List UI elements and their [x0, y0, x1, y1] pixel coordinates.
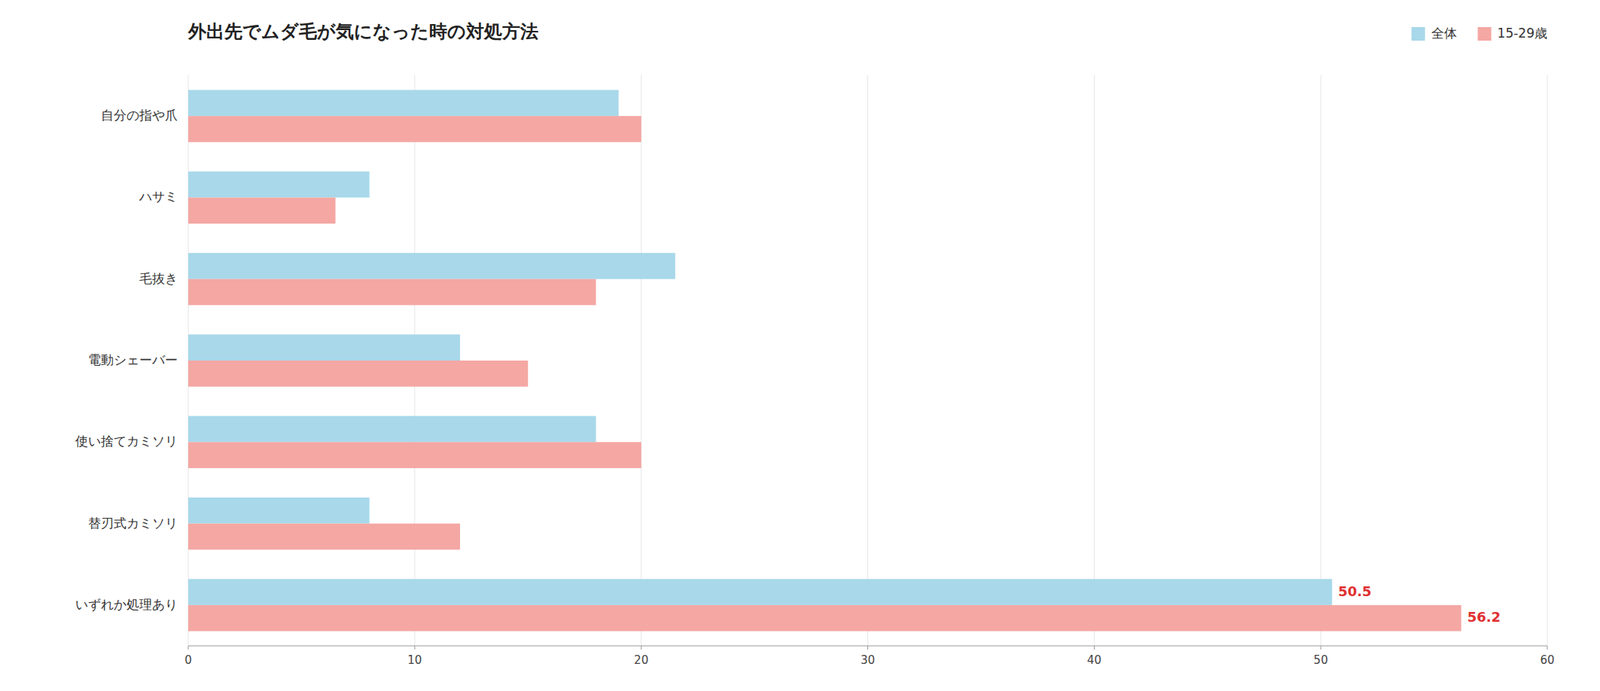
bar: [188, 416, 597, 443]
bar: [188, 115, 642, 143]
bar: [188, 497, 370, 525]
x-axis: 0 10 20 30 40 50 60: [184, 646, 1555, 668]
tick-label: 30: [860, 653, 875, 668]
bar: [188, 605, 1462, 632]
tick-label: 20: [633, 653, 649, 668]
data-labels: 50.5 56.2: [1337, 583, 1501, 626]
category-label: 電動シェーバー: [88, 352, 178, 368]
bar: [188, 279, 597, 306]
tick-mark: [414, 646, 415, 650]
category-label: いずれか処理あり: [75, 597, 178, 613]
grid: [188, 75, 1548, 647]
bar: [188, 360, 528, 388]
legend-item: 15-29歳: [1478, 25, 1548, 41]
legend-swatch: [1478, 27, 1492, 41]
grid-line: [867, 75, 869, 647]
bar: [188, 334, 461, 361]
tick-label: 60: [1539, 653, 1555, 668]
grid-line: [640, 75, 642, 647]
legend-label: 15-29歳: [1497, 25, 1548, 41]
category-label: 使い捨てカミソリ: [75, 433, 178, 449]
tick-mark: [1320, 646, 1322, 650]
tick-mark: [867, 646, 869, 650]
grid-line: [1320, 75, 1322, 647]
x-axis-line: [188, 646, 1548, 647]
category-label: 自分の指や爪: [100, 107, 178, 123]
legend-label: 全体: [1431, 25, 1457, 41]
tick-mark: [640, 646, 642, 650]
chart-svg: 0 10 20 30 40 50 60 自分の指や爪ハサミ毛抜き電動シェーバー使い捨てカミソリ…: [0, 0, 1600, 691]
bar: [188, 89, 619, 116]
tick-mark: [188, 646, 189, 650]
data-label: 56.2: [1467, 609, 1501, 625]
tick-mark: [1547, 646, 1549, 650]
bar: [188, 579, 1332, 606]
grid-line: [1547, 75, 1549, 647]
category-label: 替刃式カミソリ: [88, 515, 178, 531]
category-label: ハサミ: [138, 188, 178, 205]
tick-label: 50: [1313, 653, 1329, 668]
tick-label: 0: [184, 653, 192, 668]
chart-container: 0 10 20 30 40 50 60 自分の指や爪ハサミ毛抜き電動シェーバー使い捨てカミソリ…: [0, 0, 1600, 691]
bar: [188, 441, 642, 469]
y-axis: 自分の指や爪ハサミ毛抜き電動シェーバー使い捨てカミソリ替刃式カミソリいずれか処理…: [75, 107, 178, 613]
tick-mark: [1094, 646, 1095, 650]
title: 外出先でムダ毛が気になった時の対処方法: [187, 21, 539, 43]
bar: [188, 171, 370, 199]
legend-swatch: [1411, 27, 1426, 41]
tick-label: 10: [407, 653, 422, 668]
data-label: 50.5: [1337, 583, 1372, 600]
bar: [188, 524, 461, 551]
bars: [188, 89, 1462, 631]
grid-line: [1094, 75, 1095, 647]
legend: 全体 15-29歳: [1411, 25, 1548, 41]
tick-label: 40: [1087, 653, 1102, 668]
legend-item: 全体: [1411, 25, 1457, 41]
category-label: 毛抜き: [139, 271, 178, 287]
bar: [188, 252, 676, 280]
bar: [188, 197, 336, 224]
